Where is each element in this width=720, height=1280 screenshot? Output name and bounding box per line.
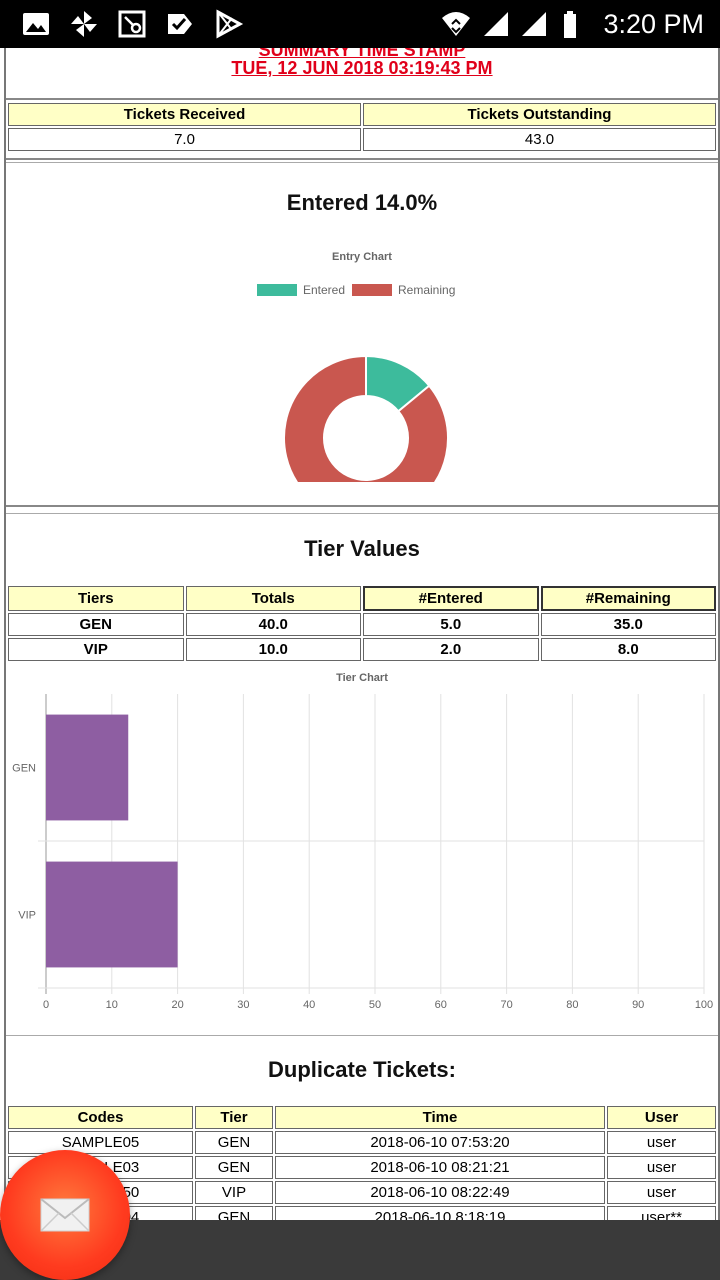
bar-vip[interactable] — [46, 861, 178, 968]
tier-cell: VIP — [195, 1181, 273, 1204]
tier-cell: GEN — [8, 613, 184, 636]
status-bar: 3:20 PM — [0, 0, 720, 48]
entered-percent-title: Entered 14.0% — [286, 190, 438, 215]
envelope-icon — [40, 1198, 90, 1232]
totals-cell: 10.0 — [185, 638, 361, 661]
legend-label-remaining[interactable]: Remaining — [398, 283, 455, 297]
summary-timestamp: TUE, 12 JUN 2018 03:19:43 PM — [231, 58, 493, 78]
divider — [6, 98, 718, 100]
remaining-cell: 35.0 — [540, 613, 716, 636]
user-cell: user — [607, 1156, 716, 1179]
x-tick-label: 20 — [171, 999, 183, 1011]
table-row: VIP 10.0 2.0 8.0 — [8, 638, 716, 661]
divider — [6, 505, 718, 507]
time-cell: 2018-06-10 8:18:19 — [275, 1206, 605, 1220]
header-tier: Tier — [195, 1106, 273, 1129]
task-check-icon — [168, 14, 192, 34]
entry-chart-title: Entry Chart — [332, 251, 392, 263]
time-cell: 2018-06-10 08:22:49 — [275, 1181, 605, 1204]
header-tickets-received: Tickets Received — [8, 103, 361, 126]
user-cell: user — [607, 1131, 716, 1154]
header-codes: Codes — [8, 1106, 193, 1129]
header-tickets-outstanding: Tickets Outstanding — [363, 103, 716, 126]
x-tick-label: 50 — [369, 999, 381, 1011]
divider — [6, 1035, 718, 1036]
tier-chart-grid — [38, 694, 705, 994]
time-cell: 2018-06-10 07:53:20 — [275, 1131, 605, 1154]
x-tick-label: 100 — [695, 999, 713, 1011]
header-entered: #Entered — [363, 586, 539, 611]
totals-cell: 40.0 — [185, 613, 361, 636]
header-remaining: #Remaining — [540, 586, 716, 611]
user-cell: user** — [607, 1206, 716, 1220]
header-time: Time — [275, 1106, 605, 1129]
x-tick-label: 70 — [500, 999, 512, 1011]
summary-time-stamp-title: SUMMARY TIME STAMP — [258, 48, 466, 60]
legend-swatch-remaining[interactable] — [352, 284, 392, 296]
report-page[interactable]: SUMMARY TIME STAMP TUE, 12 JUN 2018 03:1… — [4, 48, 720, 1220]
tier-cell: VIP — [8, 638, 184, 661]
bar-gen[interactable] — [46, 714, 129, 821]
header-tiers: Tiers — [8, 586, 184, 611]
pie-slice-remaining[interactable] — [283, 354, 449, 482]
tier-cell: GEN — [195, 1156, 273, 1179]
header-totals: Totals — [185, 586, 361, 611]
tier-cell: GEN — [195, 1206, 273, 1220]
duplicate-tickets-title: Duplicate Tickets: — [268, 1057, 456, 1082]
signal-icon — [484, 12, 508, 36]
x-tick-label: 90 — [632, 999, 644, 1011]
tier-chart-title: Tier Chart — [336, 672, 388, 684]
tier-values-title: Tier Values — [304, 536, 420, 561]
image-icon — [23, 13, 49, 35]
pinwheel-icon — [71, 11, 97, 37]
divider — [6, 158, 718, 160]
x-tick-label: 60 — [435, 999, 447, 1011]
tickets-outstanding-value: 43.0 — [363, 128, 716, 151]
battery-icon — [564, 11, 576, 38]
tier-cell: GEN — [195, 1131, 273, 1154]
entered-cell: 5.0 — [363, 613, 539, 636]
wifi-icon — [442, 12, 470, 36]
x-tick-label: 0 — [43, 999, 49, 1011]
x-tick-label: 80 — [566, 999, 578, 1011]
time-cell: 2018-06-10 08:21:21 — [275, 1156, 605, 1179]
email-fab-button[interactable] — [0, 1150, 130, 1280]
tier-chart-labels: 0 10 20 30 40 50 60 70 80 90 100 GEN VIP — [12, 763, 713, 1012]
tier-chart-bars — [46, 714, 178, 968]
x-tick-label: 30 — [237, 999, 249, 1011]
tickets-received-value: 7.0 — [8, 128, 361, 151]
header-user: User — [607, 1106, 716, 1129]
y-tick-label: GEN — [12, 763, 36, 775]
tickets-summary-table: Tickets Received Tickets Outstanding 7.0… — [6, 101, 718, 153]
entered-cell: 2.0 — [363, 638, 539, 661]
legend-swatch-entered[interactable] — [257, 284, 297, 296]
remaining-cell: 8.0 — [540, 638, 716, 661]
divider — [6, 162, 718, 163]
divider — [6, 513, 718, 514]
user-cell: user — [607, 1181, 716, 1204]
x-tick-label: 10 — [106, 999, 118, 1011]
legend-label-entered[interactable]: Entered — [303, 283, 345, 297]
entry-chart: Entry Chart Entered Remaining — [257, 251, 455, 482]
clock: 3:20 PM — [603, 9, 704, 39]
x-tick-label: 40 — [303, 999, 315, 1011]
code-cell: SAMPLE05 — [8, 1131, 193, 1154]
tier-values-table: Tiers Totals #Entered #Remaining GEN 40.… — [6, 584, 718, 663]
play-store-icon — [216, 9, 244, 39]
y-tick-label: VIP — [18, 910, 36, 922]
table-row: SAMPLE05 GEN 2018-06-10 07:53:20 user — [8, 1131, 716, 1154]
table-row: GEN 40.0 5.0 35.0 — [8, 613, 716, 636]
tier-chart: Tier Chart 0 10 20 30 40 50 60 70 80 90 100 GEN VIP — [12, 672, 713, 1012]
screen-share-icon — [118, 10, 146, 38]
signal-icon-2 — [522, 12, 546, 36]
